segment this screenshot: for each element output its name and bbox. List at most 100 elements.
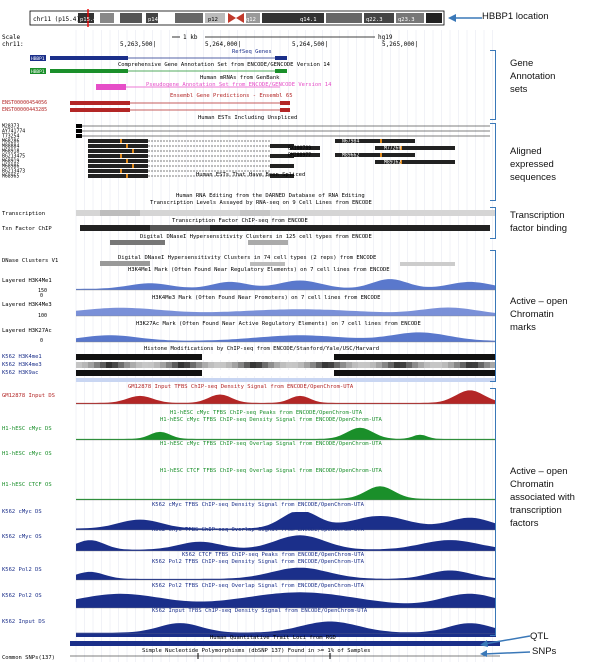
- histone-cell: [118, 362, 124, 368]
- histone-cell: [82, 362, 88, 368]
- histone-cell: [160, 362, 166, 368]
- svg-text:HBBP1: HBBP1: [31, 56, 45, 62]
- alignment-block: [270, 164, 294, 168]
- mismatch-mark: [400, 146, 402, 150]
- histone-cell: [388, 354, 394, 360]
- histone-cell: [136, 370, 142, 376]
- track-title: Simple Nucleotide Polymorphisms (dbSNP 1…: [142, 648, 370, 654]
- histone-cell: [316, 370, 322, 376]
- annotation-label: SNPs: [532, 646, 557, 657]
- histone-cell: [214, 354, 220, 360]
- alignment-block: [88, 169, 148, 173]
- histone-cell: [202, 370, 208, 376]
- histone-cell: [286, 370, 292, 376]
- histone-cell: [184, 362, 190, 368]
- track-title: H1-hESC cMyc TFBS ChIP-seq Peaks from EN…: [170, 410, 363, 416]
- band-label: p15.4: [80, 17, 97, 23]
- histone-cell: [238, 362, 244, 368]
- alignment-block: [270, 154, 294, 158]
- histone-cell: [274, 362, 280, 368]
- histone-cell: [112, 362, 118, 368]
- histone-cell: [346, 370, 352, 376]
- gm12878-input-signal: [76, 390, 496, 404]
- histone-cell: [340, 354, 346, 360]
- histone-cell: [460, 370, 466, 376]
- band-label: p12: [208, 17, 218, 23]
- histone-cell: [442, 362, 448, 368]
- histone-cell: [166, 370, 172, 376]
- chromosome-ideogram[interactable]: chr11 (p15.4) p15.4 p14 p12 q12 q14.1 q2…: [29, 9, 445, 27]
- histone-heatmap-rows[interactable]: [76, 354, 496, 376]
- annotation-label: Gene Annotation sets: [510, 58, 556, 95]
- histone-cell: [154, 362, 160, 368]
- histone-cell: [346, 362, 352, 368]
- histone-cell: [310, 362, 316, 368]
- histone-cell: [328, 362, 334, 368]
- histone-cell: [124, 362, 130, 368]
- k562-pol2-density: [76, 567, 496, 580]
- histone-cell: [82, 354, 88, 360]
- alignment-block: [88, 154, 148, 158]
- h1-cmyc-signal: [76, 427, 496, 440]
- histone-cell: [358, 362, 364, 368]
- histone-cell: [250, 370, 256, 376]
- svg-text:Layered H3K4Me3: Layered H3K4Me3: [2, 302, 52, 308]
- histone-cell: [418, 362, 424, 368]
- track-title: H1-hESC CTCF TFBS ChIP-seq Overlap Signa…: [160, 468, 383, 474]
- histone-cell: [394, 354, 400, 360]
- histone-cell: [82, 370, 88, 376]
- histone-cell: [250, 362, 256, 368]
- histone-cell: [124, 370, 130, 376]
- histone-cell: [424, 370, 430, 376]
- histone-cell: [436, 354, 442, 360]
- track-title: K562 Pol2 TFBS ChIP-seq Density Signal f…: [152, 559, 365, 565]
- histone-cell: [484, 354, 490, 360]
- histone-cell: [412, 354, 418, 360]
- hbbp1-location-callout: HBBP1 location: [482, 10, 549, 23]
- histone-cell: [100, 354, 106, 360]
- k562-cmyc-density: [76, 512, 496, 530]
- histone-cell: [88, 362, 94, 368]
- alignment-block: [375, 160, 455, 164]
- mismatch-mark: [132, 149, 134, 153]
- ruler-position: 5,264,500|: [292, 41, 328, 48]
- histone-cell: [166, 354, 172, 360]
- signal-tracks[interactable]: [76, 279, 496, 637]
- histone-cell: [142, 354, 148, 360]
- chromatin-mark-tracks[interactable]: DNase Clusters V1 Digital DNaseI Hyperse…: [2, 255, 455, 376]
- histone-cell: [118, 354, 124, 360]
- qtl-snp-tracks[interactable]: [70, 641, 500, 659]
- histone-cell: [352, 362, 358, 368]
- histone-cell: [262, 370, 268, 376]
- histone-cell: [232, 354, 238, 360]
- histone-cell: [130, 362, 136, 368]
- chr-label: chr11:: [2, 41, 24, 48]
- mismatch-mark: [132, 164, 134, 168]
- svg-text:K562 H3K4me1: K562 H3K4me1: [2, 354, 42, 360]
- h3k4me3-signal: [76, 307, 496, 316]
- svg-text:H1-hESC cMyc DS: H1-hESC cMyc DS: [2, 426, 52, 432]
- annotation-label: Aligned expressed sequences: [510, 146, 556, 183]
- histone-cell: [160, 354, 166, 360]
- histone-cell: [274, 354, 280, 360]
- accession-label: M89162: [384, 160, 401, 166]
- track-title: K562 Pol2 TFBS ChIP-seq Overlap Signal f…: [152, 583, 365, 589]
- annotation-label: Active – open Chromatin associated with …: [510, 466, 575, 529]
- histone-cell: [376, 370, 382, 376]
- mismatch-mark: [120, 139, 122, 143]
- histone-cell: [202, 362, 208, 368]
- gene-annotation-tracks[interactable]: RefSeq Genes HBBP1 Comprehensive Gene An…: [2, 49, 332, 121]
- histone-cell: [262, 354, 268, 360]
- svg-text:Layered H3K27Ac: Layered H3K27Ac: [2, 328, 52, 334]
- histone-cell: [184, 370, 190, 376]
- mismatch-mark: [380, 139, 382, 143]
- histone-cell: [436, 370, 442, 376]
- track-title: Pseudogene Annotation Set from ENCODE/GE…: [146, 82, 332, 88]
- aligned-sequence-rows[interactable]: M28373AY741774T73254M68286M88884M68918BG…: [2, 124, 490, 180]
- ruler-position: 5,263,500|: [120, 41, 156, 48]
- histone-cell: [178, 370, 184, 376]
- track-title: Histone Modifications by ChIP-seq from E…: [144, 346, 379, 352]
- histone-cell: [298, 370, 304, 376]
- transcription-factor-tracks[interactable]: Transcription Transcription Factor ChIP-…: [2, 210, 496, 245]
- histone-cell: [346, 354, 352, 360]
